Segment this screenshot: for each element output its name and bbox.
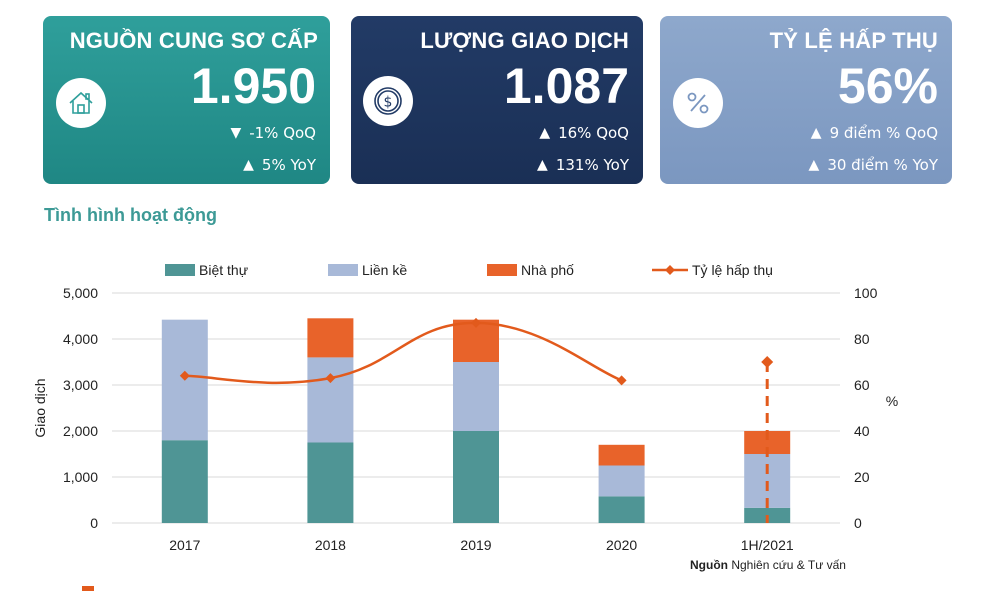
absorption-marker <box>179 370 190 381</box>
bar-segment <box>307 357 354 443</box>
legend-label: Tỷ lệ hấp thụ <box>692 262 773 278</box>
triangle-down-icon: ▼ <box>230 125 242 141</box>
absorption-marker <box>761 356 774 368</box>
transactions-stat-qoq: ▲ 16% QoQ <box>539 124 629 142</box>
y2-tick-label: 0 <box>854 515 862 531</box>
supply-stat-qoq: ▼ -1% QoQ <box>230 124 316 142</box>
triangle-up-icon: ▲ <box>537 157 548 173</box>
x-tick-label: 2018 <box>315 537 346 553</box>
section-title: Tình hình hoạt động <box>44 205 217 225</box>
percent-icon <box>673 78 723 128</box>
x-tick-label: 2019 <box>460 537 491 553</box>
house-icon <box>56 78 106 128</box>
legend-swatch <box>165 264 195 276</box>
y2-tick-label: 100 <box>854 285 878 301</box>
x-tick-label: 2020 <box>606 537 637 553</box>
supply-card: NGUỒN CUNG SƠ CẤP 1.950 ▼ -1% QoQ ▲ 5% Y… <box>43 16 330 184</box>
absorption-card-value: 56% <box>837 58 938 114</box>
absorption-card: TỶ LỆ HẤP THỤ 56% ▲ 9 điểm % QoQ ▲ 30 đi… <box>660 16 952 184</box>
transactions-stat-yoy-text: 131% YoY <box>555 156 629 174</box>
absorption-marker <box>325 373 336 384</box>
y-tick-label: 0 <box>90 515 98 531</box>
supply-card-value: 1.950 <box>190 58 316 114</box>
footer-accent-mark <box>82 586 94 591</box>
bar-segment <box>453 431 499 523</box>
y-tick-label: 3,000 <box>63 377 98 393</box>
supply-stat-yoy-text: 5% YoY <box>261 156 316 174</box>
triangle-up-icon: ▲ <box>808 157 820 173</box>
y2-tick-label: 60 <box>854 377 870 393</box>
legend-line-marker <box>665 265 675 275</box>
transactions-card-value: 1.087 <box>503 58 629 114</box>
transactions-card: LƯỢNG GIAO DỊCH $ 1.087 ▲ 16% QoQ ▲ 131%… <box>351 16 643 184</box>
supply-stat-qoq-text: -1% QoQ <box>249 124 316 142</box>
legend-swatch <box>328 264 358 276</box>
y-tick-label: 1,000 <box>63 469 98 485</box>
triangle-up-icon: ▲ <box>810 125 822 141</box>
legend-label: Biệt thự <box>199 262 248 278</box>
bar-segment <box>307 318 354 358</box>
legend-swatch <box>487 264 517 276</box>
y-tick-label: 5,000 <box>63 285 98 301</box>
bar-segment <box>161 440 208 523</box>
source-note: Nguồn Nghiên cứu & Tư vấn <box>690 558 846 572</box>
y-tick-label: 2,000 <box>63 423 98 439</box>
svg-text:$: $ <box>384 95 393 111</box>
absorption-stat-yoy-text: 30 điểm % YoY <box>827 156 938 174</box>
y-axis-label: Giao dịch <box>32 378 48 437</box>
absorption-marker <box>616 375 627 386</box>
transactions-stat-yoy: ▲ 131% YoY <box>537 156 629 174</box>
bar-segment <box>598 496 645 523</box>
absorption-card-title: TỶ LỆ HẤP THỤ <box>769 28 938 53</box>
transactions-stat-qoq-text: 16% QoQ <box>558 124 629 142</box>
bar-segment <box>744 431 791 454</box>
source-text: Nghiên cứu & Tư vấn <box>731 558 846 572</box>
absorption-stat-qoq: ▲ 9 điểm % QoQ <box>811 124 938 142</box>
triangle-up-icon: ▲ <box>243 157 254 173</box>
supply-stat-yoy: ▲ 5% YoY <box>243 156 316 174</box>
x-tick-label: 2017 <box>169 537 200 553</box>
bar-segment <box>598 465 645 497</box>
x-tick-label: 1H/2021 <box>741 537 794 553</box>
absorption-marker <box>471 317 481 328</box>
y2-tick-label: 40 <box>854 423 870 439</box>
y2-tick-label: 80 <box>854 331 870 347</box>
y-tick-label: 4,000 <box>63 331 98 347</box>
dollar-coin-icon: $ <box>363 76 413 126</box>
absorption-stat-qoq-text: 9 điểm % QoQ <box>829 124 938 142</box>
y2-axis-label: % <box>886 393 898 409</box>
legend-label: Nhà phố <box>521 262 574 278</box>
bar-segment <box>598 444 645 466</box>
absorption-line <box>184 321 623 385</box>
source-label: Nguồn <box>690 558 728 572</box>
triangle-up-icon: ▲ <box>539 125 551 141</box>
legend-label: Liền kề <box>362 262 407 278</box>
absorption-stat-yoy: ▲ 30 điểm % YoY <box>809 156 938 174</box>
transactions-card-title: LƯỢNG GIAO DỊCH <box>420 28 629 53</box>
bar-segment <box>307 442 354 523</box>
supply-card-title: NGUỒN CUNG SƠ CẤP <box>69 28 318 53</box>
y2-tick-label: 20 <box>854 469 870 485</box>
bar-segment <box>453 362 499 431</box>
